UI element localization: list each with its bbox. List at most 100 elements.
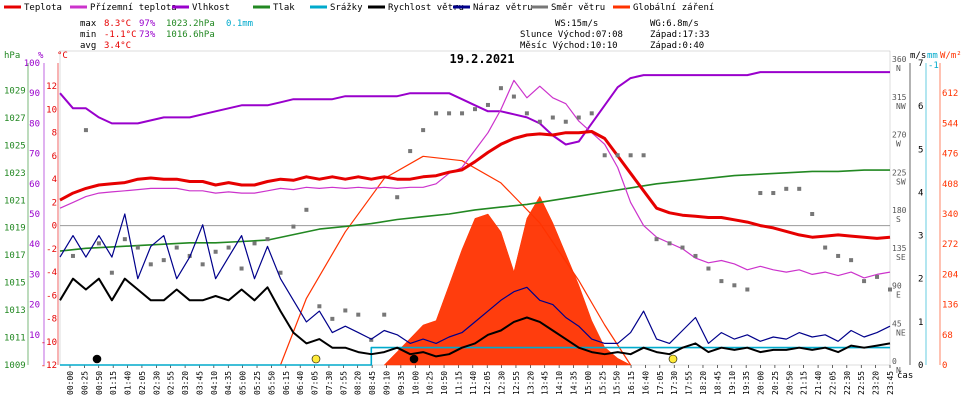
wind-dir-point: [615, 153, 620, 158]
x-tick-label: 15:50: [613, 371, 622, 395]
wind-dir-point: [213, 249, 218, 254]
temperature-line: [59, 130, 891, 240]
x-tick-label: 13:20: [526, 371, 535, 395]
wind-dir-point: [278, 270, 283, 275]
wind-speed-tick: 2: [918, 275, 923, 285]
wind-dir-point: [862, 279, 867, 284]
unit-time: čas: [897, 370, 913, 381]
legend: Teplota Přízemní teplota Vlhkost Tlak Srážky…: [4, 3, 714, 13]
x-tick-label: 19:35: [742, 371, 751, 395]
wind-dir-label: NW: [896, 102, 906, 111]
wind-dir-point: [473, 107, 477, 112]
temperature-tick: 4: [52, 175, 57, 185]
temperature-tick: 0: [52, 222, 57, 232]
wind-dir-point: [784, 186, 789, 191]
legend-label: Směr větru: [551, 3, 605, 13]
x-tick-label: 20:25: [771, 371, 780, 395]
x-tick-label: 12:05: [483, 371, 492, 395]
stats-avg-label: avg: [80, 41, 96, 51]
x-tick-label: 17:55: [685, 371, 694, 395]
stats-min-temp: -1.1°C: [104, 30, 137, 40]
legend-label: Vlhkost: [192, 3, 230, 13]
x-tick-label: 02:30: [152, 371, 161, 395]
radiation-tick: 272: [942, 240, 958, 250]
pressure-tick: 1019: [4, 224, 26, 234]
wind-gust-line: [59, 213, 891, 344]
sunset-marker: [668, 354, 678, 364]
pressure-tick: 1023: [4, 169, 26, 179]
sun-block: WS:15m/s WG:6.8m/s Slunce Východ:07:08 Z…: [520, 19, 710, 51]
wind-dir-label: NE: [896, 328, 906, 337]
humidity-tick: 30: [29, 270, 40, 280]
wind-dir-tick: 90: [892, 282, 902, 291]
temperature-tick: -8: [46, 315, 57, 325]
stats-min-hum: 73%: [139, 30, 156, 40]
wind-dir-tick: 180: [892, 206, 907, 215]
temperature-tick: 2: [52, 198, 57, 208]
x-tick-label: 10:50: [440, 371, 449, 395]
humidity-tick: 40: [29, 240, 40, 250]
wind-dir-point: [434, 111, 439, 116]
x-tick-label: 12:55: [512, 371, 521, 395]
stats-max-rain: 0.1mm: [226, 19, 253, 29]
wind-dir-point: [810, 212, 815, 216]
wind-speed-tick: 0: [918, 361, 923, 371]
sun-set: Západ:17:33: [650, 30, 710, 40]
x-tick-label: 22:30: [843, 371, 852, 395]
x-tick-label: 07:55: [339, 371, 348, 395]
radiation-tick: 136: [942, 301, 958, 311]
wind-dir-point: [265, 237, 270, 242]
x-tick-label: 16:15: [627, 371, 636, 395]
wind-dir-point: [447, 111, 452, 116]
legend-label: Rychlost větru: [388, 3, 464, 13]
wind-dir-label: SW: [896, 177, 906, 186]
unit-ms: m/s: [910, 51, 926, 61]
pressure-tick: 1015: [4, 279, 26, 289]
temperature-tick: 10: [46, 105, 57, 115]
wind-dir-point: [239, 266, 244, 271]
temperature-tick: -12: [41, 361, 57, 371]
wind-speed-tick: 4: [918, 188, 923, 198]
moon-set: Západ:0:40: [650, 41, 704, 51]
wind-dir-point: [135, 245, 140, 250]
wind-dir-point: [732, 283, 737, 288]
radiation-tick: 544: [942, 119, 958, 129]
wind-speed-tick: 3: [918, 232, 923, 242]
x-tick-label: 13:45: [541, 371, 550, 395]
wind-dir-tick: 0: [892, 357, 897, 366]
wind-dir-tick: 360: [892, 55, 907, 64]
sun-ws: WS:15m/s: [555, 19, 598, 29]
legend-label: Globální záření: [633, 3, 714, 13]
legend-label: Přízemní teplota: [90, 3, 177, 13]
rain-axis-top: -1: [928, 61, 939, 71]
wind-dir-point: [200, 262, 205, 267]
x-tick-label: 03:20: [181, 371, 190, 395]
wind-dir-label: W: [896, 140, 901, 149]
x-tick-label: 09:10: [382, 371, 391, 395]
moonrise-marker: [409, 354, 419, 364]
wind-dir-point: [628, 153, 633, 158]
wind-dir-point: [252, 241, 257, 246]
humidity-tick: 80: [29, 119, 40, 129]
wind-dir-tick: 315: [892, 93, 907, 102]
unit-degc: °C: [57, 51, 68, 61]
wind-dir-point: [680, 245, 685, 250]
wind-dir-point: [382, 312, 387, 317]
sunrise-marker: [311, 354, 321, 364]
x-tick-label: 11:15: [454, 371, 463, 395]
unit-pct: %: [38, 51, 44, 61]
x-tick-label: 20:00: [757, 371, 766, 395]
x-tick-label: 01:40: [124, 371, 133, 395]
wind-dir-point: [693, 253, 698, 258]
clear-sky-line: [279, 155, 632, 366]
legend-label: Náraz větru: [473, 3, 533, 13]
wind-dir-point: [771, 191, 776, 196]
x-tick-label: 02:05: [138, 371, 147, 395]
wind-dir-point: [602, 153, 607, 158]
wind-dir-point: [667, 241, 672, 246]
moon-rise: Měsíc Východ:10:10: [520, 41, 618, 51]
radiation-tick: 204: [942, 270, 958, 280]
wind-dir-point: [317, 304, 322, 309]
humidity-tick: 100: [24, 59, 40, 69]
wind-dir-tick: 270: [892, 131, 907, 140]
